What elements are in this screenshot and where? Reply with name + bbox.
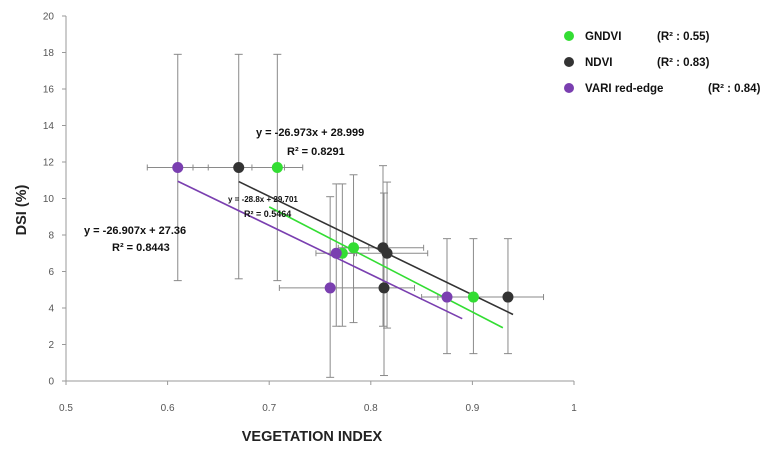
x-tick-label: 0.7 [262, 403, 276, 414]
data-point-gndvi [271, 161, 283, 173]
legend-label-ndvi: NDVI [585, 57, 612, 69]
x-tick-label: 0.6 [161, 403, 175, 414]
data-point-vari-red-edge [324, 282, 336, 294]
legend-marker-ndvi [564, 57, 574, 67]
data-point-vari-red-edge [441, 291, 453, 303]
legend: GNDVI (R² : 0.55) NDVI (R² : 0.83) VARI … [564, 31, 761, 95]
y-tick-label: 18 [43, 48, 55, 59]
legend-r2-vari-red-edge: (R² : 0.84) [708, 83, 761, 95]
x-axis-title: VEGETATION INDEX [242, 429, 383, 445]
y-tick-label: 10 [43, 194, 55, 205]
data-point-ndvi [233, 161, 245, 173]
data-point-ndvi [381, 247, 393, 259]
data-points [172, 161, 514, 303]
y-axis-title: DSI (%) [14, 184, 30, 235]
trendline-gndvi [268, 206, 504, 329]
legend-marker-gndvi [564, 31, 574, 41]
equation-annotations: y = -26.973x + 28.999 R² = 0.8291 y = -2… [84, 127, 364, 254]
x-tick-label: 0.5 [59, 403, 73, 414]
x-tick-label: 1 [571, 403, 577, 414]
data-point-gndvi [467, 291, 479, 303]
error-bars [146, 53, 545, 378]
annotation-ndvi-equation: y = -26.973x + 28.999 [256, 127, 364, 139]
legend-r2-gndvi: (R² : 0.55) [657, 31, 710, 43]
y-tick-label: 2 [48, 340, 54, 351]
axes [65, 16, 574, 382]
data-point-vari-red-edge [330, 247, 342, 259]
annotation-ndvi-r2: R² = 0.8291 [287, 146, 345, 158]
y-tick-label: 6 [48, 267, 54, 278]
annotation-gndvi-r2: R² = 0.5464 [244, 209, 291, 219]
data-point-ndvi [502, 291, 514, 303]
annotation-vari-equation: y = -26.907x + 27.36 [84, 225, 186, 237]
y-tick-label: 0 [48, 377, 54, 388]
y-tick-label: 16 [43, 85, 55, 96]
y-tick-label: 12 [43, 158, 55, 169]
y-tick-label: 20 [43, 12, 55, 23]
y-ticks: 0 2 4 6 8 10 12 14 16 18 20 [43, 12, 66, 388]
x-tick-label: 0.8 [364, 403, 378, 414]
data-point-ndvi [378, 282, 390, 294]
y-tick-label: 8 [48, 231, 54, 242]
data-point-gndvi [348, 242, 360, 254]
data-point-vari-red-edge [172, 161, 184, 173]
annotation-vari-r2: R² = 0.8443 [112, 242, 170, 254]
x-tick-label: 0.9 [465, 403, 479, 414]
trendline-vari-red-edge [177, 180, 463, 320]
x-ticks: 0.5 0.6 0.7 0.8 0.9 1 [59, 381, 577, 414]
legend-r2-ndvi: (R² : 0.83) [657, 57, 710, 69]
legend-label-vari-red-edge: VARI red-edge [585, 83, 663, 95]
y-tick-label: 14 [43, 121, 55, 132]
annotation-gndvi-equation: y = -28.8x + 29.701 [228, 195, 298, 204]
trendlines [177, 180, 514, 329]
legend-label-gndvi: GNDVI [585, 31, 621, 43]
trendline-ndvi [238, 180, 514, 316]
legend-marker-vari-red-edge [564, 83, 574, 93]
y-tick-label: 4 [48, 304, 54, 315]
